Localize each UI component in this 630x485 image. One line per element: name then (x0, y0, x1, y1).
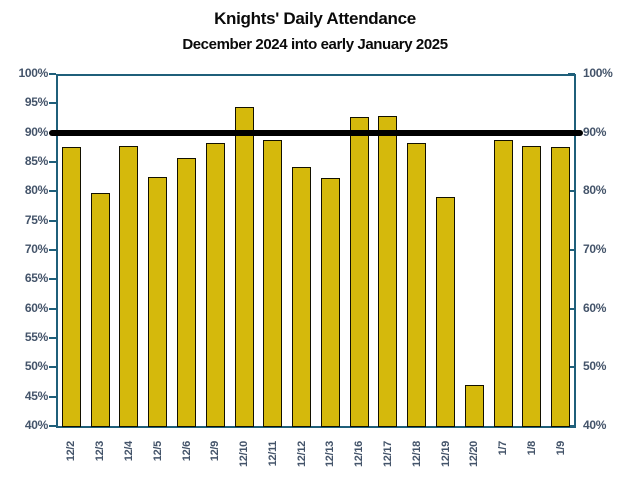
reference-line-90 (49, 129, 583, 136)
y-axis-right-tick (568, 307, 575, 310)
x-tick-label: 12/17 (381, 441, 394, 468)
y-axis-right-tick (568, 425, 575, 427)
y-axis-right-tick-label: 80% (583, 183, 607, 198)
x-tick-label: 1/9 (554, 441, 567, 456)
y-axis-left-tick-label: 70% (24, 242, 48, 256)
y-axis-right-tick (568, 249, 575, 251)
y-axis-left-tick (49, 366, 56, 369)
chart-title: Knights' Daily Attendance (214, 9, 416, 28)
bar (493, 139, 513, 427)
y-axis-right-tick-label: 100% (583, 66, 613, 80)
bar (320, 177, 340, 427)
bar (349, 117, 369, 427)
y-axis-left-tick (49, 307, 56, 310)
bar (407, 143, 427, 427)
bar (263, 140, 283, 427)
y-axis-left-tick-label: 85% (24, 154, 48, 168)
bar (61, 147, 81, 427)
x-tick-label: 12/13 (324, 441, 337, 468)
x-tick-label: 1/8 (525, 441, 538, 456)
x-tick-label: 12/18 (410, 441, 423, 468)
x-tick-label: 12/4 (122, 441, 135, 462)
bar (205, 143, 225, 427)
bar (90, 192, 110, 427)
y-axis-left-tick-label: 45% (24, 388, 48, 403)
y-axis-left-tick-label: 60% (24, 300, 48, 315)
y-axis-left-tick (49, 278, 56, 281)
bar (436, 196, 455, 427)
y-axis-left-tick (49, 190, 56, 193)
y-axis-left-tick-label: 55% (24, 330, 48, 344)
x-tick-label: 12/3 (94, 441, 107, 462)
bar (551, 146, 571, 427)
y-axis-left-tick-label: 80% (24, 183, 48, 198)
y-axis-left-tick-label: 50% (24, 359, 48, 374)
y-axis-left-tick (49, 219, 56, 222)
x-tick-label: 12/11 (266, 441, 279, 467)
y-axis-left-tick-label: 95% (24, 95, 48, 110)
bar (464, 384, 484, 427)
y-axis-right-tick-label: 60% (583, 300, 607, 315)
y-axis-left-tick (49, 425, 56, 427)
y-axis-left-tick-label: 75% (24, 212, 48, 227)
y-axis-right-tick-label: 50% (583, 359, 607, 374)
y-axis-left-tick-label: 90% (24, 124, 48, 139)
plot-top-border (56, 74, 576, 76)
y-axis-right-tick (568, 190, 575, 193)
y-axis-left-tick (49, 395, 56, 398)
x-tick-label: 12/6 (180, 441, 193, 462)
x-tick-label: 1/7 (497, 441, 510, 456)
chart-subtitle: December 2024 into early January 2025 (182, 36, 448, 53)
y-axis-right-tick-label: 40% (583, 418, 607, 432)
y-axis-left-tick-label: 40% (24, 418, 48, 432)
y-axis-right-tick (568, 73, 575, 75)
x-tick-label: 12/9 (209, 441, 222, 462)
x-tick-label: 12/12 (295, 441, 308, 468)
y-axis-left-tick-label: 100% (18, 66, 49, 80)
y-axis-left-tick (49, 249, 56, 251)
x-tick-label: 12/10 (238, 441, 251, 468)
y-axis-right-tick-label: 70% (583, 242, 607, 256)
bar (234, 107, 254, 427)
bar (522, 146, 542, 427)
y-axis-right-tick (568, 366, 575, 369)
bar (378, 115, 398, 427)
y-axis-left-tick (49, 102, 56, 105)
bar (119, 145, 139, 427)
y-axis-left-tick (49, 73, 56, 75)
y-axis-right-tick-label: 90% (583, 124, 607, 139)
bar (148, 177, 168, 427)
y-axis-left-tick (49, 161, 56, 163)
x-tick-label: 12/5 (151, 441, 164, 462)
bar (177, 158, 196, 427)
y-axis-left-line (56, 74, 58, 428)
y-axis-right-line (574, 74, 576, 428)
y-axis-left-tick (49, 337, 56, 339)
x-tick-label: 12/16 (353, 441, 366, 468)
y-axis-left-tick-label: 65% (24, 271, 48, 286)
x-tick-label: 12/20 (468, 441, 481, 468)
x-tick-label: 12/19 (439, 441, 452, 468)
x-axis-line (56, 426, 576, 428)
x-tick-label: 12/2 (65, 441, 78, 462)
bar (292, 167, 312, 427)
